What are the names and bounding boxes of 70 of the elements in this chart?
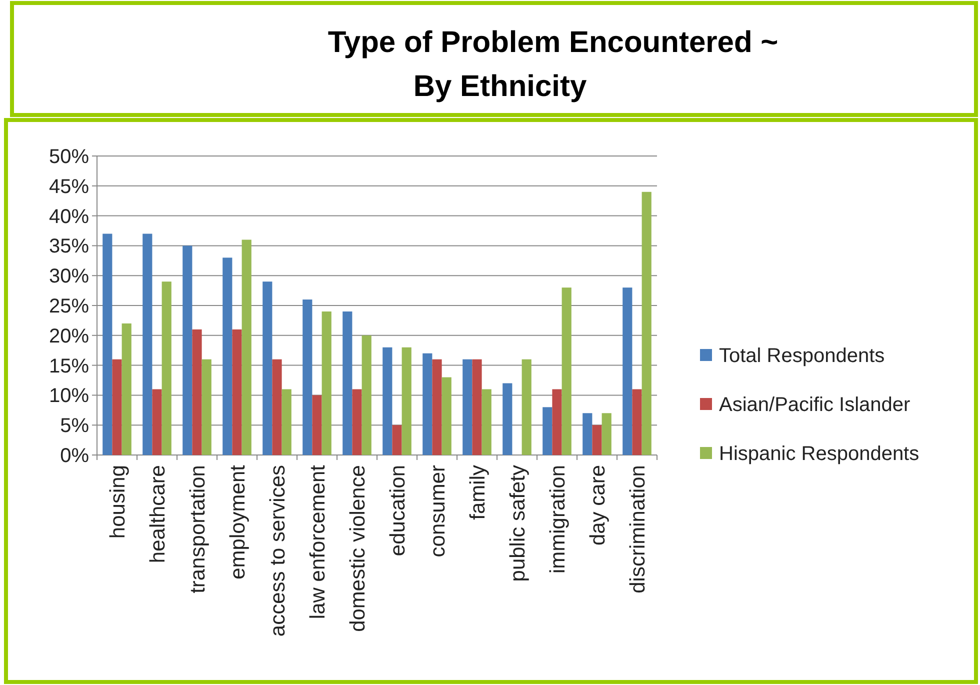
bar [622, 288, 632, 455]
x-tick-label: education [386, 465, 410, 556]
bar [642, 192, 652, 455]
x-tick-label: housing [106, 465, 130, 539]
bar [122, 323, 132, 455]
y-tick-label: 50% [48, 146, 90, 168]
bar [422, 353, 432, 455]
bar [142, 234, 152, 455]
bar [202, 359, 212, 455]
x-tick-label: immigration [546, 465, 570, 574]
bar [342, 311, 352, 455]
x-tick-label: access to services [266, 465, 290, 637]
bar [282, 389, 292, 455]
bar [222, 258, 232, 455]
x-tick-label: domestic violence [346, 465, 370, 632]
bar [242, 240, 252, 455]
x-tick-label: law enforcement [306, 464, 330, 620]
bar [262, 282, 272, 455]
bar [522, 359, 532, 455]
bar [152, 389, 162, 455]
bar [192, 329, 202, 455]
legend-label: Hispanic Respondents [719, 443, 920, 465]
x-tick-label: transportation [186, 465, 210, 594]
legend-label: Asian/Pacific Islander [719, 394, 911, 416]
bar [552, 389, 562, 455]
x-tick-label: consumer [426, 464, 450, 558]
x-tick-label: employment [226, 464, 250, 580]
x-tick-label: family [466, 464, 490, 520]
y-tick-label: 40% [48, 206, 90, 228]
bar [352, 389, 362, 455]
legend-label: Total Respondents [719, 345, 885, 367]
bar [182, 246, 192, 455]
bar [542, 407, 552, 455]
bar [592, 425, 602, 455]
bar [312, 395, 322, 455]
y-tick-label: 20% [48, 325, 90, 348]
y-tick-label: 10% [48, 385, 90, 408]
bar [562, 288, 572, 455]
bar [482, 389, 492, 455]
bar [432, 359, 442, 455]
bar [392, 425, 402, 455]
y-tick-label: 5% [60, 415, 90, 438]
bar [602, 413, 612, 455]
bar [362, 335, 372, 455]
bar [112, 359, 122, 455]
y-tick-label: 25% [48, 296, 90, 318]
x-tick-label: day care [586, 465, 610, 546]
bar [162, 282, 172, 455]
y-tick-label: 0% [60, 445, 90, 467]
bar [462, 359, 472, 455]
bar [502, 383, 512, 455]
chart-title: Type of Problem Encountered ~ By Ethnicity [328, 26, 778, 103]
bar [632, 389, 642, 455]
bar [322, 311, 332, 455]
y-tick-label: 30% [48, 266, 90, 288]
x-tick-label: discrimination [626, 465, 650, 594]
bar [382, 347, 392, 455]
y-tick-label: 45% [48, 176, 90, 198]
bar [582, 413, 592, 455]
y-tick-label: 35% [48, 236, 90, 258]
x-tick-label: public safety [506, 464, 530, 582]
bar [302, 300, 312, 455]
bar [402, 347, 412, 455]
bar [472, 359, 482, 455]
bar [102, 234, 112, 455]
bar [442, 377, 452, 455]
x-tick-label: healthcare [146, 465, 170, 564]
bar [232, 329, 242, 455]
y-tick-label: 15% [48, 355, 90, 378]
bar [272, 359, 282, 455]
